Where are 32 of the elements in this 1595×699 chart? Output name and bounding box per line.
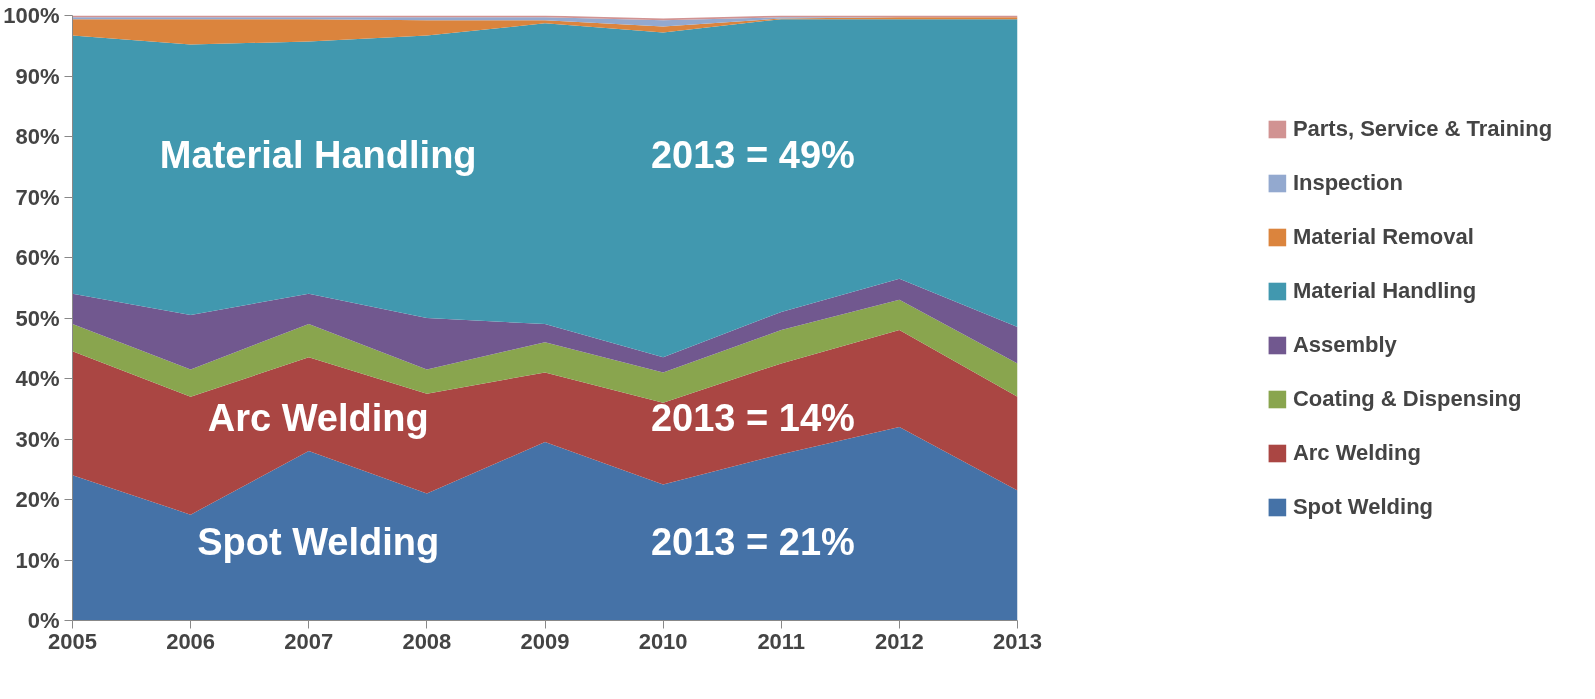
x-tick-label: 2013 (993, 628, 1042, 654)
y-tick-label: 10% (15, 547, 60, 573)
y-tick-label: 100% (3, 3, 60, 28)
annotation: Spot Welding (197, 520, 440, 563)
y-tick-label: 50% (15, 305, 60, 331)
y-tick-label: 70% (15, 184, 60, 210)
y-tick-label: 60% (15, 245, 60, 270)
annotation: Arc Welding (207, 396, 429, 439)
x-tick-label: 2008 (402, 628, 452, 654)
legend-label: Arc Welding (1292, 439, 1421, 466)
annotation: 2013 = 21% (650, 520, 855, 563)
legend-label: Parts, Service & Training (1292, 115, 1553, 142)
x-tick-label: 2011 (757, 628, 806, 654)
y-tick-label: 40% (15, 366, 60, 391)
x-tick-label: 2012 (874, 628, 924, 654)
x-tick-label: 2009 (520, 628, 570, 654)
legend-label: Material Handling (1292, 277, 1477, 304)
legend-label: Material Removal (1292, 223, 1474, 250)
annotation: 2013 = 49% (650, 133, 855, 176)
y-tick-label: 20% (15, 487, 60, 512)
annotation: 2013 = 14% (650, 396, 855, 439)
annotation: Material Handling (159, 133, 477, 176)
legend-label: Spot Welding (1292, 493, 1434, 520)
x-tick-label: 2010 (638, 628, 688, 654)
y-tick-label: 30% (15, 426, 60, 452)
legend-label: Coating & Dispensing (1292, 385, 1522, 412)
x-tick-label: 2006 (166, 628, 216, 654)
legend-label: Assembly (1292, 331, 1397, 358)
y-tick-label: 90% (15, 63, 60, 89)
x-tick-label: 2007 (284, 628, 334, 654)
legend-label: Inspection (1292, 169, 1403, 196)
y-tick-label: 80% (15, 124, 60, 149)
